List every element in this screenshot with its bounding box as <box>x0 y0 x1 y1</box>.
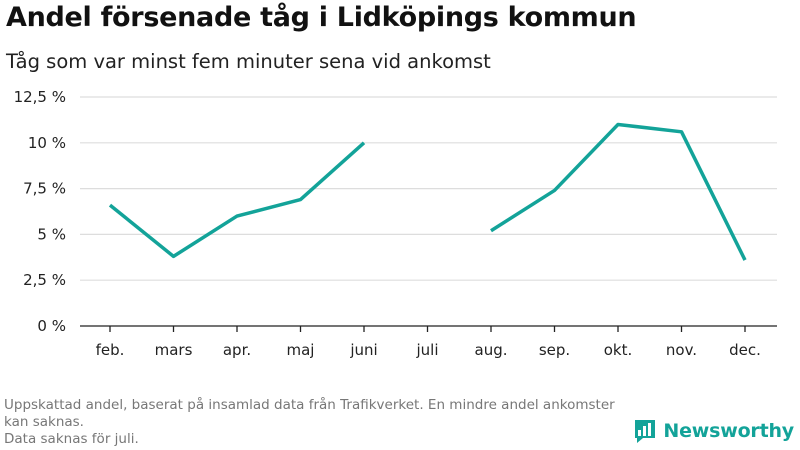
y-tick-label: 7,5 % <box>23 180 66 198</box>
footer-missing-note: Data saknas för juli. <box>4 431 139 447</box>
bar-chart-speech-bubble-icon <box>635 420 656 443</box>
brand-name: Newsworthy <box>663 420 794 442</box>
x-tick-label: juni <box>349 341 377 359</box>
chart-subtitle: Tåg som var minst fem minuter sena vid a… <box>6 50 491 73</box>
x-tick-label: sep. <box>539 341 570 359</box>
x-tick-label: juli <box>415 341 438 359</box>
x-tick-label: mars <box>155 341 193 359</box>
footer-notes: Uppskattad andel, baserat på insamlad da… <box>4 397 624 448</box>
x-tick-label: apr. <box>223 341 251 359</box>
grid-lines <box>80 96 777 281</box>
y-tick-label: 2,5 % <box>23 271 66 289</box>
x-tick-label: dec. <box>729 341 761 359</box>
series-line-segment-0 <box>108 141 366 259</box>
y-tick-label: 10 % <box>28 134 66 152</box>
line-chart: 0 % 2,5 % 5 % 7,5 % 10 % 12,5 % feb. mars apr. m… <box>14 88 777 359</box>
footer-note: Uppskattad andel, baserat på insamlad da… <box>4 397 615 430</box>
series-line-segment-1 <box>490 122 747 261</box>
y-tick-label: 12,5 % <box>14 88 66 106</box>
x-tick-label: nov. <box>666 341 697 359</box>
y-tick-label: 5 % <box>37 225 66 243</box>
x-tick-label: maj <box>287 341 315 359</box>
brand-logo: Newsworthy <box>633 418 794 444</box>
x-tick-label: okt. <box>604 341 633 359</box>
y-tick-label: 0 % <box>37 317 66 335</box>
x-tick-label: feb. <box>96 341 125 359</box>
x-axis: feb. mars apr. maj juni juli aug. sep. okt. nov. d… <box>80 325 777 359</box>
y-axis-tick-labels: 0 % 2,5 % 5 % 7,5 % 10 % 12,5 % <box>14 88 66 335</box>
x-tick-label: aug. <box>475 341 508 359</box>
series-lines <box>108 122 747 261</box>
chart-title: Andel försenade tåg i Lidköpings kommun <box>6 2 637 33</box>
